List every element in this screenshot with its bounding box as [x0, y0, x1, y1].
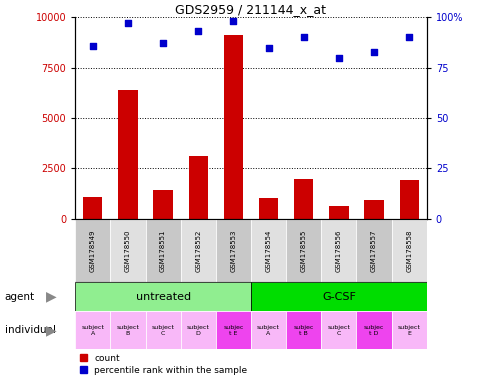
Point: [194, 28, 202, 35]
Text: subjec
t D: subjec t D: [363, 325, 383, 336]
Bar: [329, 206, 348, 219]
Text: GSM178551: GSM178551: [160, 229, 166, 272]
Bar: [286, 219, 320, 282]
Bar: [145, 219, 180, 282]
Point: [89, 42, 96, 48]
Text: agent: agent: [5, 291, 35, 302]
Text: subjec
t E: subjec t E: [223, 325, 243, 336]
Bar: [215, 311, 251, 349]
Bar: [180, 219, 215, 282]
Point: [405, 34, 412, 40]
Bar: [145, 311, 180, 349]
Bar: [110, 311, 145, 349]
Text: GSM178556: GSM178556: [335, 229, 341, 272]
Text: GSM178550: GSM178550: [125, 229, 131, 272]
Bar: [399, 180, 418, 219]
Text: untreated: untreated: [135, 291, 190, 302]
Text: subject
A: subject A: [257, 325, 279, 336]
Point: [369, 48, 377, 55]
Bar: [356, 311, 391, 349]
Bar: [180, 311, 215, 349]
Text: GSM178555: GSM178555: [300, 229, 306, 272]
Bar: [153, 190, 172, 219]
Text: GSM178549: GSM178549: [90, 229, 95, 272]
Bar: [391, 311, 426, 349]
Bar: [293, 179, 313, 219]
Legend: count, percentile rank within the sample: count, percentile rank within the sample: [79, 354, 247, 375]
Bar: [363, 200, 383, 219]
Text: GSM178552: GSM178552: [195, 229, 201, 272]
Text: subject
D: subject D: [186, 325, 209, 336]
Text: individual: individual: [5, 325, 56, 335]
Text: subject
A: subject A: [81, 325, 104, 336]
Text: GSM178554: GSM178554: [265, 229, 271, 272]
Bar: [223, 35, 242, 219]
Bar: [251, 311, 286, 349]
Point: [299, 34, 307, 40]
Bar: [251, 219, 286, 282]
Text: GSM178553: GSM178553: [230, 229, 236, 272]
Text: GSM178557: GSM178557: [370, 229, 376, 272]
Bar: [251, 282, 426, 311]
Text: GSM178558: GSM178558: [406, 229, 411, 272]
Point: [124, 20, 132, 26]
Bar: [83, 197, 102, 219]
Bar: [75, 311, 110, 349]
Bar: [188, 156, 208, 219]
Bar: [391, 219, 426, 282]
Text: subject
C: subject C: [327, 325, 349, 336]
Point: [334, 55, 342, 61]
Bar: [258, 198, 278, 219]
Text: ▶: ▶: [45, 323, 56, 337]
Text: G-CSF: G-CSF: [321, 291, 355, 302]
Bar: [286, 311, 320, 349]
Point: [229, 18, 237, 24]
Bar: [75, 282, 251, 311]
Text: subjec
t B: subjec t B: [293, 325, 313, 336]
Text: subject
E: subject E: [397, 325, 420, 336]
Point: [159, 40, 166, 46]
Text: subject
B: subject B: [116, 325, 139, 336]
Bar: [110, 219, 145, 282]
Bar: [320, 219, 356, 282]
Bar: [75, 219, 110, 282]
Bar: [118, 90, 137, 219]
Point: [264, 45, 272, 51]
Bar: [215, 219, 251, 282]
Text: subject
C: subject C: [151, 325, 174, 336]
Title: GDS2959 / 211144_x_at: GDS2959 / 211144_x_at: [175, 3, 326, 16]
Bar: [320, 311, 356, 349]
Bar: [356, 219, 391, 282]
Text: ▶: ▶: [45, 290, 56, 304]
